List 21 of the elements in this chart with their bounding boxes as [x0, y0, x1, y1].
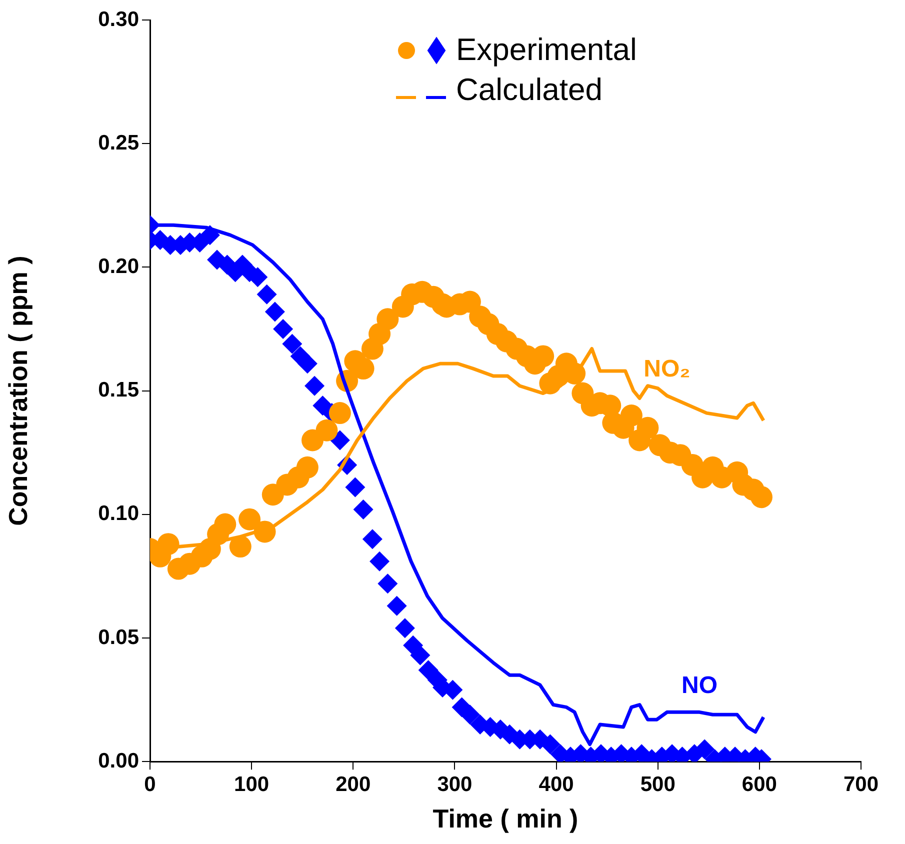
y-tick-label: 0.20	[98, 254, 139, 278]
annotation: Experimental	[456, 31, 637, 69]
x-tick-label: 600	[742, 772, 777, 796]
annotation: Calculated	[456, 71, 602, 109]
series-label: NO	[682, 672, 718, 699]
series-label: NO₂	[644, 355, 690, 382]
y-tick-label: 0.30	[98, 8, 139, 31]
x-tick-label: 200	[336, 772, 371, 796]
x-tick-label: 400	[538, 772, 574, 796]
y-tick-label: 0.10	[98, 502, 139, 526]
x-tick-label: 100	[234, 772, 270, 796]
x-tick-label: 700	[843, 772, 879, 796]
x-tick-label: 500	[640, 772, 676, 796]
y-tick-label: 0.15	[98, 378, 140, 402]
x-tick-label: 300	[437, 772, 472, 796]
x-tick-label: 0	[144, 772, 156, 796]
y-tick-label: 0.00	[98, 749, 139, 772]
y-axis-title: Concentration ( ppm )	[2, 256, 33, 526]
x-axis-title: Time ( min )	[432, 804, 578, 834]
y-tick-label: 0.05	[98, 626, 140, 649]
y-tick-label: 0.25	[98, 131, 140, 154]
